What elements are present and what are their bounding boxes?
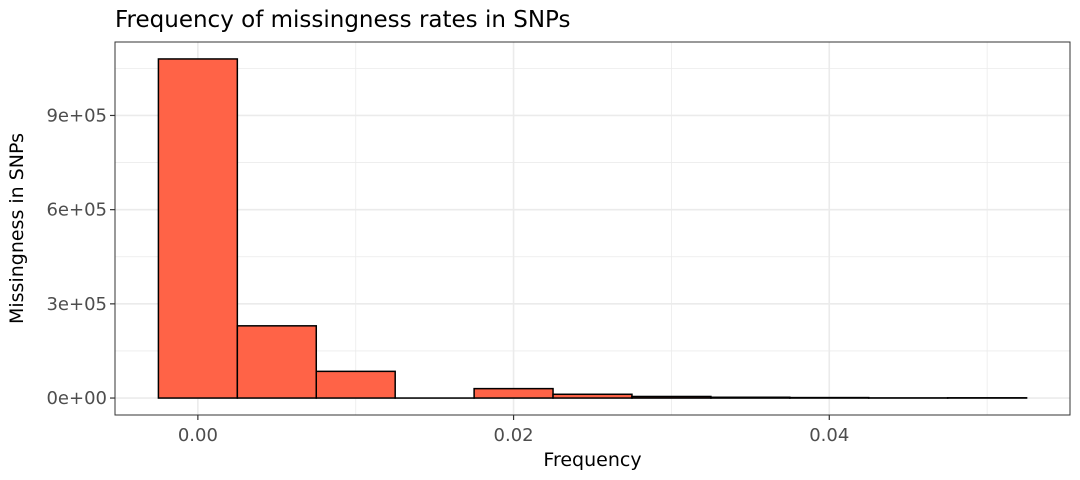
plot-panel-border: [114, 41, 1071, 416]
bars-group: [157, 58, 1028, 399]
x-tick-label: 0.04: [809, 425, 849, 446]
y-tick-label: 9e+05: [46, 105, 107, 126]
axis-ticks: 0.00 0.02 0.04 0e+00 3e+05 6e+05 9e+05: [46, 105, 849, 446]
y-tick-label: 0e+00: [46, 388, 107, 409]
chart-title: Frequency of missingness rates in SNPs: [115, 7, 571, 33]
y-axis-title: Missingness in SNPs: [6, 133, 28, 324]
histogram-bar: [157, 58, 239, 399]
x-tick-label: 0.02: [494, 425, 534, 446]
histogram-bar: [473, 387, 554, 399]
y-tick-label: 3e+05: [46, 294, 107, 315]
x-tick-label: 0.00: [178, 425, 218, 446]
histogram-bar: [236, 325, 318, 399]
x-axis-title: Frequency: [543, 449, 641, 471]
histogram-bar: [631, 395, 712, 399]
histogram-bar: [315, 370, 396, 399]
y-tick-label: 6e+05: [46, 200, 107, 221]
histogram-bar: [710, 396, 791, 399]
histogram-bar: [552, 393, 633, 399]
